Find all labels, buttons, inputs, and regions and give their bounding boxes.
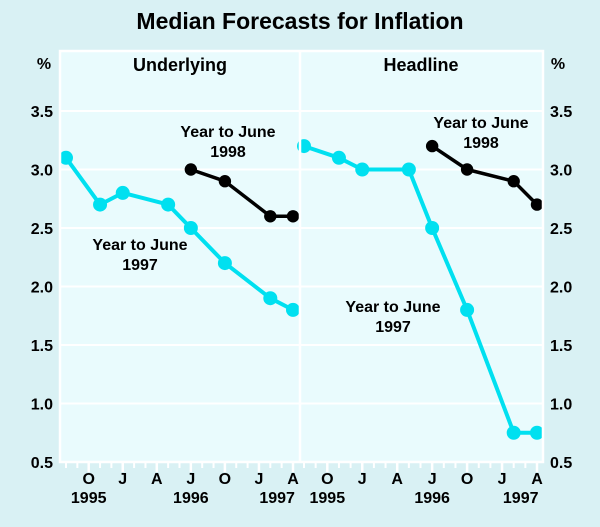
percent-label-right: %	[551, 56, 565, 73]
x-year-label: 1997	[503, 490, 539, 507]
series-marker	[401, 162, 416, 177]
series-marker	[331, 150, 346, 165]
x-tick-label: J	[254, 471, 263, 488]
x-tick-label: A	[391, 471, 403, 488]
percent-label-left: %	[37, 56, 51, 73]
series-marker	[217, 256, 232, 271]
plot-border	[58, 49, 545, 464]
series-marker	[506, 425, 521, 440]
chart-title: Median Forecasts for Inflation	[136, 8, 464, 34]
y-tick-label-right: 3.5	[550, 104, 572, 121]
series-marker	[161, 197, 176, 212]
y-tick-label-left: 2.5	[31, 221, 53, 238]
x-year-label: 1995	[71, 490, 107, 507]
series-marker	[460, 302, 475, 317]
series-marker	[425, 221, 440, 235]
y-tick-label-right: 2.0	[550, 280, 572, 297]
series-label-line2: 1997	[122, 257, 158, 274]
y-tick-label-right: 1.0	[550, 397, 572, 414]
plot-area	[60, 51, 543, 462]
panel-title-headline: Headline	[383, 55, 458, 75]
x-tick-label: J	[118, 471, 127, 488]
x-tick-label: A	[531, 471, 543, 488]
series-label-line1: Year to June	[345, 299, 440, 316]
x-tick-label: J	[428, 471, 437, 488]
y-tick-label-left: 1.0	[31, 397, 53, 414]
series-label-line1: Year to June	[180, 124, 275, 141]
y-tick-label-right: 3.0	[550, 163, 572, 180]
series-marker	[263, 291, 278, 306]
x-tick-label: J	[498, 471, 507, 488]
x-tick-label: A	[287, 471, 299, 488]
y-tick-label-right: 1.5	[550, 338, 572, 355]
series-line-year-to-june-1998	[189, 167, 295, 219]
x-tick-label: A	[151, 471, 163, 488]
x-tick-label: J	[186, 471, 195, 488]
series-marker	[264, 210, 277, 223]
series-label-line2: 1997	[375, 319, 411, 336]
series-marker	[355, 162, 370, 177]
series-marker	[460, 163, 474, 176]
series-marker	[286, 210, 300, 223]
y-tick-label-left: 1.5	[31, 338, 53, 355]
y-tick-label-left: 3.5	[31, 104, 53, 121]
series-label-line2: 1998	[463, 135, 499, 152]
x-tick-label: O	[461, 471, 473, 488]
y-tick-label-right: 2.5	[550, 221, 572, 238]
series-marker	[184, 163, 198, 176]
series-marker	[530, 198, 544, 211]
x-year-label: 1997	[259, 490, 295, 507]
y-tick-label-left: 0.5	[31, 455, 53, 472]
series-marker	[530, 425, 544, 440]
series-label-line2: 1998	[210, 144, 246, 161]
y-tick-label-left: 2.0	[31, 280, 53, 297]
x-year-label: 1996	[173, 490, 209, 507]
series-marker	[115, 185, 130, 200]
series-marker	[286, 302, 300, 317]
series-label-line1: Year to June	[92, 237, 187, 254]
series-marker	[507, 175, 520, 188]
x-tick-label: J	[358, 471, 367, 488]
x-tick-label: O	[219, 471, 231, 488]
x-tick-label: O	[321, 471, 333, 488]
series-label-line1: Year to June	[433, 115, 528, 132]
y-tick-label-left: 3.0	[31, 163, 53, 180]
x-year-label: 1996	[414, 490, 450, 507]
x-tick-label: O	[82, 471, 94, 488]
y-tick-label-right: 0.5	[550, 455, 572, 472]
x-year-label: 1995	[310, 490, 346, 507]
series-marker	[59, 150, 73, 165]
series-line-year-to-june-1998	[430, 144, 539, 207]
series-marker	[183, 221, 198, 235]
panel-title-underlying: Underlying	[133, 55, 227, 75]
series-marker	[93, 197, 108, 212]
series-marker	[218, 175, 232, 188]
series-marker	[425, 139, 439, 153]
